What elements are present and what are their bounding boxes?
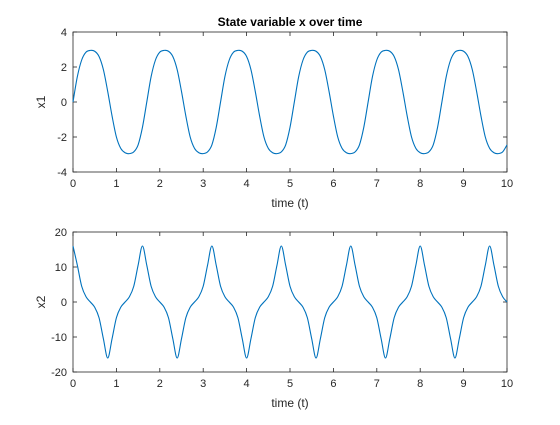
y-tick-label: 4	[61, 27, 67, 39]
x-tick-label: 4	[244, 378, 250, 390]
x-tick-label: 1	[113, 378, 119, 390]
x-tick-label: 0	[70, 378, 76, 390]
y-tick-label: -10	[51, 332, 67, 344]
y-tick-label: -4	[57, 167, 67, 179]
y-tick-label: 0	[61, 97, 67, 109]
series-line-x2	[72, 245, 508, 359]
y-tick-label: 0	[61, 297, 67, 309]
x-axis-label: time (t)	[271, 396, 308, 410]
x-tick-label: 2	[157, 178, 163, 190]
x-tick-label: 8	[417, 178, 423, 190]
x-tick-label: 4	[244, 178, 250, 190]
y-tick-label: 20	[55, 227, 67, 239]
x-tick-label: 2	[157, 378, 163, 390]
x-tick-label: 7	[374, 178, 380, 190]
x-tick-label: 1	[113, 178, 119, 190]
x-tick-label: 10	[501, 378, 513, 390]
x-tick-label: 3	[200, 378, 206, 390]
x-tick-label: 5	[287, 178, 293, 190]
chart-title: State variable x over time	[218, 15, 363, 29]
x-tick-label: 6	[330, 378, 336, 390]
subplot-2: 0 1 2 3 4 5 6 7 8 9 10 -20 -10 0 10 20 time (t) x2	[34, 227, 513, 410]
series-line-x1	[72, 49, 508, 155]
x-axis-label: time (t)	[271, 196, 308, 210]
x-tick-label: 10	[501, 178, 513, 190]
axes-box	[72, 231, 508, 373]
x-tick-label: 7	[374, 378, 380, 390]
x-tick-label: 9	[461, 178, 467, 190]
x-tick-label: 8	[417, 378, 423, 390]
y-tick-label: 10	[55, 262, 67, 274]
x-tick-label: 3	[200, 178, 206, 190]
y-axis-label: x2	[34, 295, 48, 308]
y-tick-label: -2	[57, 132, 67, 144]
x-tick-label: 9	[461, 378, 467, 390]
x-tick-label: 0	[70, 178, 76, 190]
axes-box	[72, 31, 508, 173]
x-tick-label: 5	[287, 378, 293, 390]
y-axis-label: x1	[34, 95, 48, 108]
y-tick-label: -20	[51, 367, 67, 379]
subplot-1: 0 1 2 3 4 5 6 7 8 9 10 -4 -2 0 2 4 time (t) x1 State varia…	[34, 15, 513, 210]
x-tick-label: 6	[330, 178, 336, 190]
y-tick-label: 2	[61, 62, 67, 74]
